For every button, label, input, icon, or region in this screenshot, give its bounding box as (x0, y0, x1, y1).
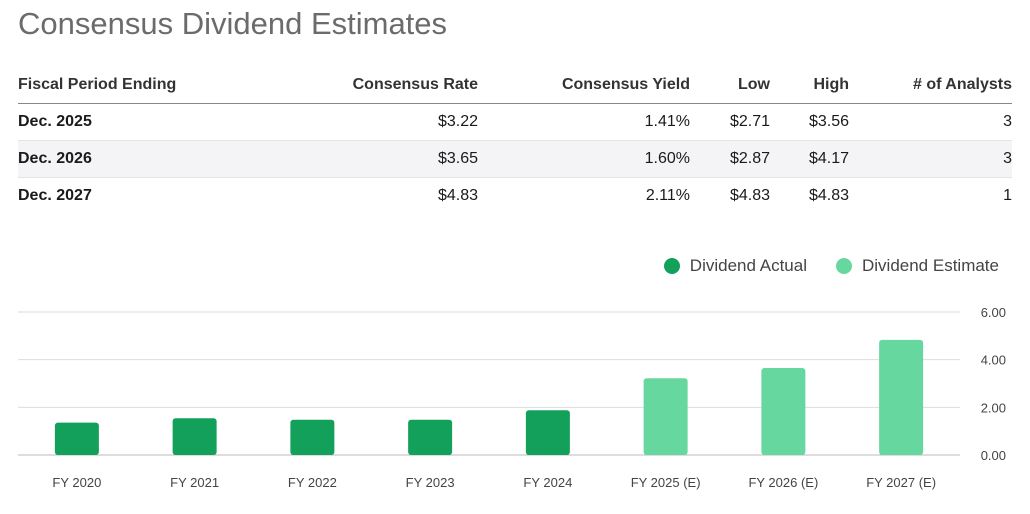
x-tick-label: FY 2027 (E) (866, 475, 936, 490)
cell-period: Dec. 2027 (18, 187, 92, 204)
cell-high: $4.83 (808, 187, 849, 204)
cell-rate: $4.83 (437, 187, 478, 204)
legend-dot-estimate-icon (835, 258, 852, 274)
header-low: Low (690, 67, 770, 104)
cell-high: $4.17 (770, 140, 849, 178)
header-analysts: # of Analysts (849, 67, 1012, 104)
cell-yield: 1.60% (478, 140, 690, 178)
cell-rate: $3.22 (178, 103, 478, 141)
legend-dot-actual-icon (663, 258, 680, 274)
cell-high: $3.56 (770, 103, 849, 141)
cell-analysts: 1 (1003, 187, 1012, 204)
bar-estimate (879, 339, 924, 455)
cell-yield: 2.11% (645, 187, 690, 204)
header-fiscal-period: Fiscal Period Ending (18, 67, 178, 104)
bar-estimate (761, 368, 806, 455)
cell-yield: 1.41% (478, 103, 690, 141)
x-tick-label: FY 2021 (170, 475, 219, 490)
x-tick-label: FY 2024 (523, 475, 572, 490)
bar-estimate (643, 378, 688, 455)
x-tick-label: FY 2025 (E) (631, 475, 701, 490)
page-title: Consensus Dividend Estimates (18, 6, 448, 41)
bar-actual (525, 410, 570, 455)
x-tick-label: FY 2022 (288, 475, 337, 490)
cell-low: $2.87 (690, 140, 770, 178)
cell-period: Dec. 2025 (18, 103, 178, 141)
consensus-table: Fiscal Period Ending Consensus Rate Cons… (18, 67, 1012, 214)
cell-low: $4.83 (729, 187, 770, 204)
table-row: Dec. 2027 $4.83 2.11% $4.83 $4.83 1 (18, 178, 1012, 215)
cell-rate: $3.65 (178, 140, 478, 178)
header-high: High (770, 67, 849, 104)
bar-actual (54, 422, 99, 455)
cell-low: $2.71 (690, 103, 770, 141)
cell-analysts: 3 (849, 103, 1012, 141)
table-row: Dec. 2025 $3.22 1.41% $2.71 $3.56 3 (18, 103, 1012, 141)
chart-legend: Dividend Actual Dividend Estimate (663, 256, 999, 276)
x-tick-label: FY 2023 (406, 475, 455, 490)
y-tick-label: 6.00 (981, 305, 1006, 320)
legend-label-actual: Dividend Actual (689, 256, 807, 275)
header-consensus-yield: Consensus Yield (478, 67, 690, 104)
bar-actual (172, 418, 217, 455)
legend-item-actual[interactable]: Dividend Actual (663, 256, 807, 276)
y-tick-label: 4.00 (981, 353, 1006, 368)
table-row: Dec. 2026 $3.65 1.60% $2.87 $4.17 3 (18, 140, 1012, 178)
x-tick-label: FY 2026 (E) (748, 475, 818, 490)
x-tick-label: FY 2020 (52, 475, 101, 490)
legend-label-estimate: Dividend Estimate (861, 256, 999, 275)
table-header-row: Fiscal Period Ending Consensus Rate Cons… (18, 67, 1012, 104)
y-tick-label: 2.00 (981, 400, 1006, 415)
y-tick-label: 0.00 (981, 448, 1006, 463)
cell-analysts: 3 (849, 140, 1012, 178)
header-consensus-rate: Consensus Rate (178, 67, 478, 104)
bar-actual (408, 419, 453, 455)
legend-item-estimate[interactable]: Dividend Estimate (835, 256, 999, 276)
cell-period: Dec. 2026 (18, 140, 178, 178)
bar-actual (290, 419, 335, 455)
